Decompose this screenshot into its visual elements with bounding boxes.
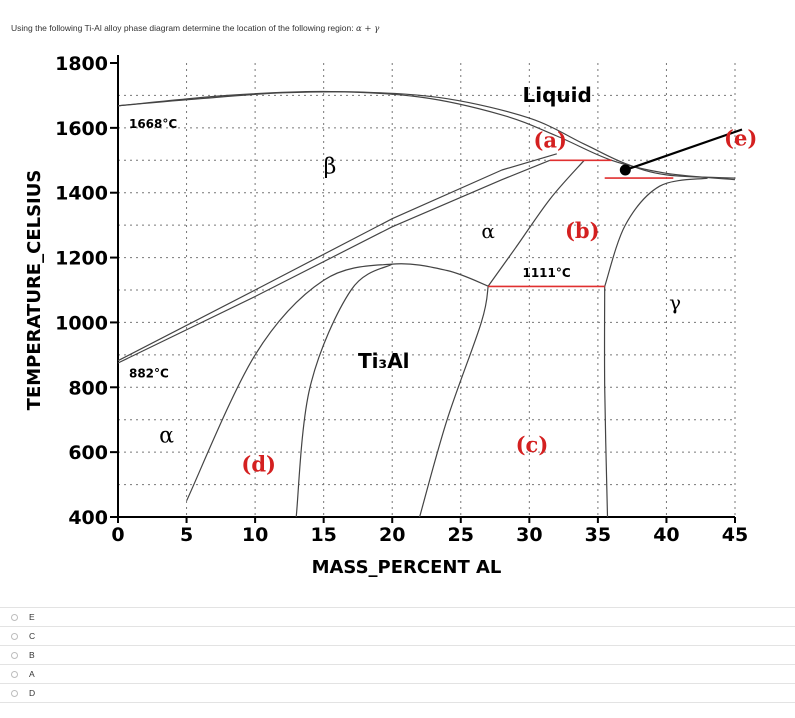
pointer-line xyxy=(624,128,743,172)
gamma-boundary xyxy=(604,177,708,287)
alpha-gamma-boundary xyxy=(487,159,585,287)
x-tick-label: 35 xyxy=(585,524,611,546)
radio-button[interactable] xyxy=(11,651,18,659)
beta-transus-lower xyxy=(117,159,551,364)
x-axis-title: MASS_PERCENT AL xyxy=(312,557,502,578)
answer-option-a[interactable]: A xyxy=(0,664,795,683)
option-label: E xyxy=(29,612,35,622)
state-marker xyxy=(619,164,631,176)
beta-transus-upper xyxy=(117,153,557,362)
temp-1111-label: 1111°C xyxy=(522,266,570,280)
y-tick-label: 1600 xyxy=(55,118,108,140)
answer-option-b[interactable]: B xyxy=(0,645,795,664)
region-b-label: (b) xyxy=(565,218,600,243)
answer-option-d[interactable]: D xyxy=(0,683,795,703)
gamma-alpha2-boundary xyxy=(603,286,609,518)
liquid-label: Liquid xyxy=(522,83,591,107)
region-d-label: (d) xyxy=(241,452,276,477)
x-tick-label: 30 xyxy=(516,524,542,546)
alpha-left-label: α xyxy=(159,423,174,448)
answer-option-c[interactable]: C xyxy=(0,626,795,645)
x-tick-label: 20 xyxy=(379,524,405,546)
option-label: A xyxy=(29,669,35,679)
region-e-label: (e) xyxy=(724,126,757,151)
alpha-mid-label: α xyxy=(481,219,495,243)
radio-button[interactable] xyxy=(11,613,18,621)
solidus-curve xyxy=(117,90,736,181)
liquidus-curve xyxy=(117,91,736,179)
y-tick-label: 600 xyxy=(68,442,108,464)
option-label: B xyxy=(29,650,35,660)
ti3al-right-boundary xyxy=(419,285,489,518)
question-text: Using the following Ti-Al alloy phase di… xyxy=(11,23,379,34)
radio-button[interactable] xyxy=(11,689,18,697)
ti3al-dome xyxy=(186,263,489,502)
option-label: C xyxy=(29,631,36,641)
y-tick-label: 800 xyxy=(68,377,108,399)
x-tick-label: 45 xyxy=(722,524,748,546)
question-prompt: Using the following Ti-Al alloy phase di… xyxy=(11,23,354,33)
x-tick-label: 40 xyxy=(653,524,679,546)
option-label: D xyxy=(29,688,36,698)
radio-button[interactable] xyxy=(11,632,18,640)
radio-button[interactable] xyxy=(11,670,18,678)
beta-label: β xyxy=(324,154,337,179)
region-labels: Liquid β α α γ Ti₃Al 1668°C 882°C 1111°C (a) (b) (c… xyxy=(129,83,757,477)
y-tick-label: 1400 xyxy=(55,183,108,205)
grid-lines xyxy=(117,63,736,517)
x-tick-label: 10 xyxy=(242,524,268,546)
gamma-label: γ xyxy=(669,290,681,314)
y-tick-label: 400 xyxy=(68,507,108,529)
temp-1668-label: 1668°C xyxy=(129,117,177,131)
y-tick-label: 1200 xyxy=(55,248,108,270)
region-c-label: (c) xyxy=(516,432,549,457)
y-tick-label: 1000 xyxy=(55,312,108,334)
x-tick-label: 15 xyxy=(310,524,336,546)
y-tick-label: 1800 xyxy=(55,53,108,75)
region-symbol: α + γ xyxy=(355,24,380,34)
x-tick-label: 25 xyxy=(448,524,474,546)
temp-882-label: 882°C xyxy=(129,367,169,381)
phase-boundaries xyxy=(117,90,743,518)
ti3al-label: Ti₃Al xyxy=(358,349,410,373)
ti3al-left-boundary xyxy=(295,263,393,518)
region-a-label: (a) xyxy=(533,127,566,152)
answer-option-e[interactable]: E xyxy=(0,607,795,626)
x-tick-label: 5 xyxy=(180,524,193,546)
x-tick-label: 0 xyxy=(111,524,124,546)
y-axis-title: TEMPERATURE_CELSIUS xyxy=(24,170,45,411)
